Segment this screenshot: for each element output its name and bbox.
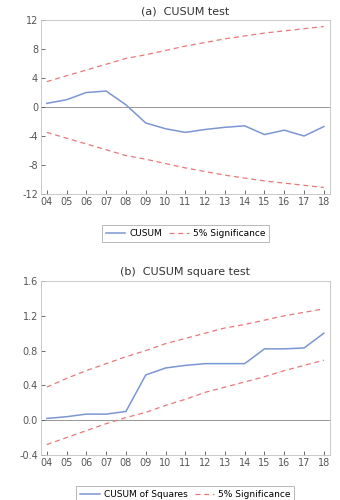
Title: (b)  CUSUM square test: (b) CUSUM square test [120, 268, 250, 278]
Title: (a)  CUSUM test: (a) CUSUM test [141, 6, 230, 16]
Legend: CUSUM of Squares, 5% Significance: CUSUM of Squares, 5% Significance [76, 486, 294, 500]
Legend: CUSUM, 5% Significance: CUSUM, 5% Significance [102, 226, 269, 242]
